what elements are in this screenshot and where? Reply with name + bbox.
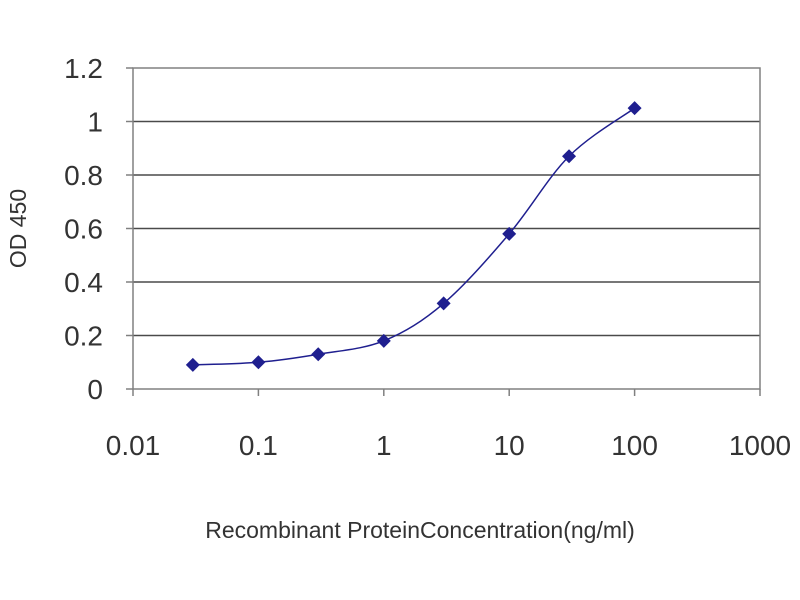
x-tick-label: 1 [376, 430, 392, 461]
y-tick-label: 0.8 [64, 160, 103, 191]
data-point [436, 296, 451, 311]
y-tick-label: 0 [87, 374, 103, 405]
grid-lines [133, 120, 760, 337]
data-point [311, 347, 326, 362]
data-point [502, 226, 517, 241]
x-axis-title: Recombinant ProteinConcentration(ng/ml) [205, 517, 635, 543]
y-axis-title: OD 450 [5, 189, 31, 268]
y-tick-label: 0.2 [64, 321, 103, 352]
y-axis: 0 0.2 0.4 0.6 0.8 1 1.2 [64, 53, 133, 405]
x-axis: 0.01 0.1 1 10 100 1000 [106, 389, 791, 461]
series-line [192, 107, 636, 366]
data-point [376, 333, 391, 348]
data-point [562, 149, 577, 164]
data-point [627, 101, 642, 116]
y-tick-label: 0.4 [64, 267, 103, 298]
y-tick-label: 0.6 [64, 214, 103, 245]
x-tick-label: 100 [611, 430, 658, 461]
data-point [185, 357, 200, 372]
x-tick-label: 1000 [729, 430, 791, 461]
data-series [185, 101, 642, 372]
x-tick-label: 0.1 [239, 430, 278, 461]
x-tick-label: 0.01 [106, 430, 161, 461]
y-tick-label: 1 [87, 107, 103, 138]
x-tick-label: 10 [494, 430, 525, 461]
y-tick-label: 1.2 [64, 53, 103, 84]
data-point [251, 355, 266, 370]
